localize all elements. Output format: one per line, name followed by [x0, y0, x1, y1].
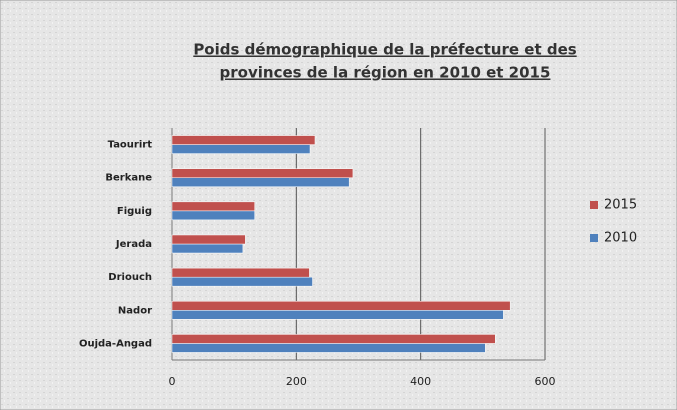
bar — [171, 301, 511, 311]
bar — [171, 334, 496, 344]
bar — [171, 276, 313, 287]
y-tick-label: Oujda-Angad — [79, 338, 152, 349]
bar — [171, 234, 246, 245]
bar — [171, 343, 486, 353]
x-tick-label: 400 — [410, 375, 431, 388]
chart-title: Poids démographique de la préfecture et … — [193, 41, 576, 59]
bar — [171, 267, 310, 278]
bar — [171, 310, 504, 320]
bar — [171, 135, 316, 145]
legend-swatch — [590, 201, 598, 209]
y-tick-label: Nador — [118, 305, 152, 316]
bar — [171, 177, 350, 187]
bar — [171, 168, 354, 178]
bar — [171, 243, 244, 254]
bar — [171, 201, 255, 212]
chart-title: provinces de la région en 2010 et 2015 — [220, 64, 551, 82]
x-tick-label: 200 — [286, 375, 307, 388]
x-tick-label: 0 — [169, 375, 176, 388]
y-tick-label: Taourirt — [108, 140, 153, 151]
y-tick-label: Driouch — [108, 272, 152, 283]
y-tick-label: Berkane — [105, 173, 152, 184]
bar — [171, 210, 255, 221]
bar — [171, 144, 311, 154]
legend-label: 2010 — [604, 231, 637, 246]
x-tick-label: 600 — [535, 375, 556, 388]
legend-swatch — [590, 234, 598, 242]
legend-label: 2015 — [604, 198, 637, 213]
y-tick-label: Jerada — [115, 239, 152, 250]
y-tick-label: Figuig — [117, 206, 152, 217]
